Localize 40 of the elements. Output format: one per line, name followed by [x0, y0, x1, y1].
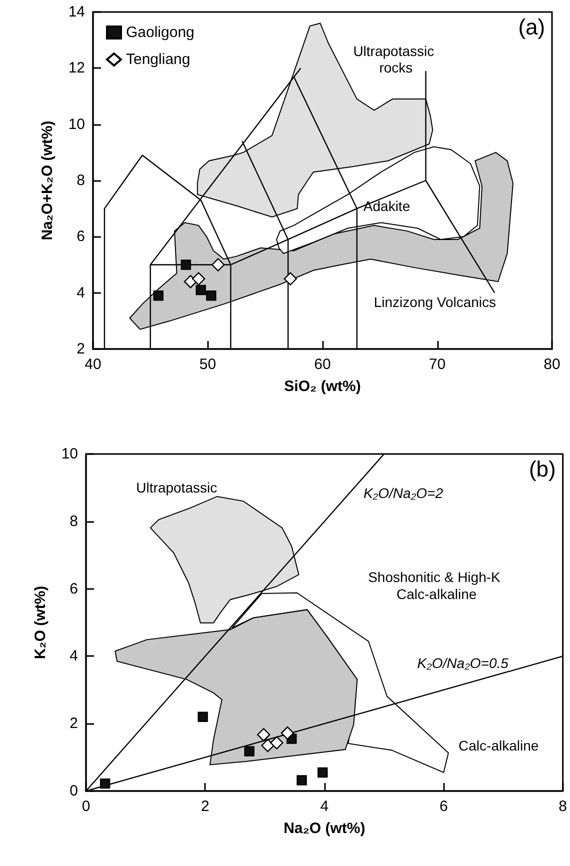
x-axis-title: SiO₂ (wt%) [284, 378, 361, 395]
x-tick-label: 60 [314, 356, 331, 373]
annotation: K₂O/Na₂O=2 [363, 484, 444, 501]
y-tick-label: 4 [70, 648, 78, 665]
y-tick-label: 8 [76, 172, 85, 189]
x-tick-label: 70 [428, 356, 446, 373]
y-tick-label: 0 [70, 782, 78, 800]
y-axis-title: K₂O (wt%) [32, 586, 49, 660]
annotation: Shoshonitic & High-K [368, 569, 502, 586]
x-tick-label: 40 [84, 356, 102, 373]
annotation: (a) [518, 14, 546, 40]
y-tick-label: 10 [61, 446, 78, 462]
x-tick-label: 6 [439, 798, 448, 815]
annotation: Calc-alkaline [396, 586, 477, 602]
y-tick-label: 8 [70, 512, 78, 530]
annotation: Ultrapotassic [353, 42, 434, 59]
y-tick-label: 4 [76, 284, 85, 302]
y-tick-label: 12 [68, 60, 85, 77]
legend-label: Tengliang [126, 51, 190, 68]
x-tick-label: 50 [199, 356, 216, 373]
annotation: K₂O/Na₂O=0.5 [417, 654, 509, 671]
x-tick-label: 80 [544, 356, 560, 373]
annotation: Ultrapotassic [136, 480, 218, 496]
annotation: (b) [528, 456, 556, 482]
annotation: Calc-alkaline [458, 738, 539, 754]
annotation: Adakite [363, 198, 410, 214]
x-tick-label: 8 [558, 798, 567, 815]
y-tick-label: 6 [76, 228, 85, 246]
annotation: rocks [379, 60, 413, 76]
x-tick-label: 4 [320, 798, 329, 815]
y-axis-title: Na₂O+K₂O (wt%) [39, 120, 56, 240]
y-tick-label: 2 [76, 340, 85, 358]
y-tick-label: 10 [68, 116, 85, 133]
legend-label: Gaoligong [126, 24, 194, 41]
x-tick-label: 2 [201, 798, 210, 815]
y-tick-label: 2 [70, 715, 78, 732]
y-tick-label: 14 [68, 4, 85, 20]
x-axis-title: Na₂O (wt%) [284, 820, 366, 837]
annotation: Linzizong Volcanics [374, 294, 496, 310]
y-tick-label: 6 [70, 580, 78, 598]
